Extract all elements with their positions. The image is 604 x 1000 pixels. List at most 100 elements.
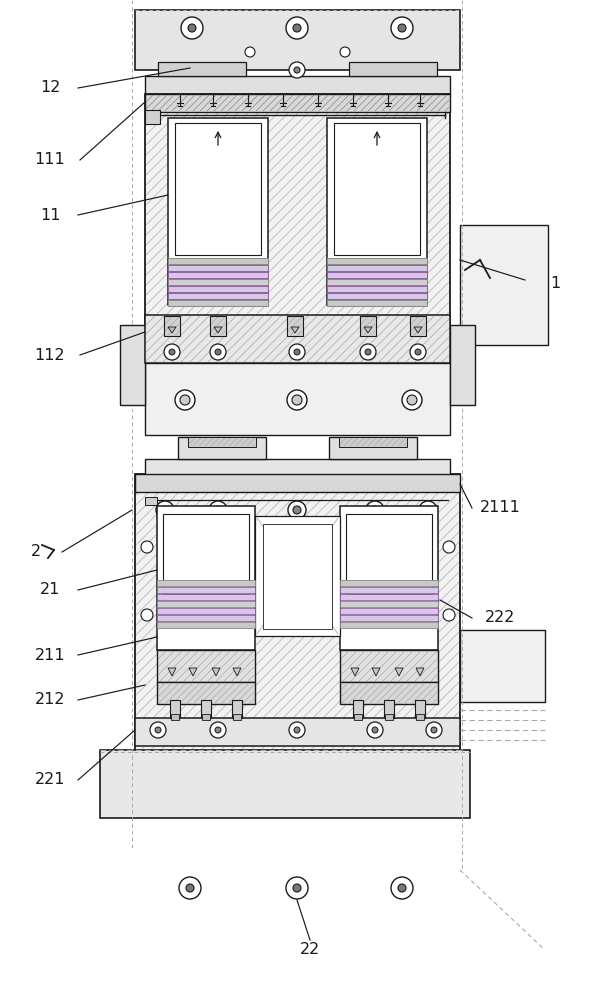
Bar — [460, 630, 545, 702]
Circle shape — [340, 47, 350, 57]
Circle shape — [161, 506, 169, 514]
Bar — [145, 94, 450, 112]
Bar — [327, 118, 427, 305]
Circle shape — [289, 722, 305, 738]
Bar — [340, 608, 438, 614]
Text: 2111: 2111 — [480, 500, 521, 516]
Circle shape — [245, 47, 255, 57]
Bar — [233, 714, 241, 720]
Bar — [339, 437, 407, 447]
Bar — [178, 437, 266, 459]
Polygon shape — [233, 668, 241, 676]
Text: 222: 222 — [485, 610, 515, 626]
Text: 221: 221 — [35, 772, 65, 788]
Bar — [210, 316, 226, 336]
Bar — [327, 272, 427, 278]
Bar — [135, 474, 460, 492]
Circle shape — [289, 344, 305, 360]
Circle shape — [288, 501, 306, 519]
Bar — [340, 594, 438, 600]
Bar — [158, 683, 254, 703]
Circle shape — [443, 541, 455, 553]
Polygon shape — [291, 327, 299, 333]
Bar — [163, 514, 249, 594]
Circle shape — [210, 344, 226, 360]
Bar — [168, 265, 268, 271]
Circle shape — [431, 727, 437, 733]
Bar — [340, 622, 438, 628]
Polygon shape — [214, 327, 222, 333]
Circle shape — [181, 17, 203, 39]
Bar — [327, 265, 427, 271]
Polygon shape — [351, 668, 359, 676]
Circle shape — [180, 395, 190, 405]
Circle shape — [169, 349, 175, 355]
Bar — [340, 506, 438, 650]
Bar — [329, 437, 417, 459]
Circle shape — [391, 17, 413, 39]
Bar — [263, 524, 332, 629]
Circle shape — [391, 877, 413, 899]
Bar — [416, 714, 424, 720]
Circle shape — [365, 349, 371, 355]
Bar — [146, 95, 449, 111]
Circle shape — [372, 727, 378, 733]
Bar — [157, 608, 255, 614]
Bar — [327, 293, 427, 299]
Polygon shape — [212, 668, 220, 676]
Circle shape — [292, 395, 302, 405]
Circle shape — [186, 884, 194, 892]
Polygon shape — [416, 668, 424, 676]
Bar — [171, 714, 179, 720]
Circle shape — [188, 24, 196, 32]
Bar — [175, 123, 261, 255]
Bar — [168, 118, 268, 305]
Bar — [170, 700, 180, 718]
Bar — [353, 700, 363, 718]
Bar — [360, 316, 376, 336]
Bar — [349, 62, 437, 76]
Bar — [157, 615, 255, 621]
Bar — [340, 682, 438, 704]
Bar — [450, 325, 475, 405]
Bar — [255, 516, 340, 636]
Polygon shape — [414, 327, 422, 333]
Bar — [340, 601, 438, 607]
Circle shape — [156, 501, 174, 519]
Circle shape — [179, 877, 201, 899]
Text: 112: 112 — [34, 348, 65, 362]
Bar — [135, 10, 460, 70]
Bar — [411, 317, 425, 335]
Polygon shape — [168, 668, 176, 676]
Bar — [327, 286, 427, 292]
Text: 111: 111 — [34, 152, 65, 167]
Bar — [168, 258, 268, 264]
Bar — [384, 700, 394, 718]
Bar — [157, 587, 255, 593]
Bar — [168, 272, 268, 278]
Circle shape — [293, 24, 301, 32]
Polygon shape — [168, 327, 176, 333]
Bar — [168, 293, 268, 299]
Circle shape — [215, 727, 221, 733]
Bar — [157, 682, 255, 704]
Bar — [189, 438, 255, 446]
Circle shape — [398, 884, 406, 892]
Bar — [341, 651, 437, 681]
Bar — [158, 62, 246, 76]
Bar — [157, 594, 255, 600]
Bar — [460, 225, 548, 345]
Bar — [340, 580, 438, 586]
Circle shape — [293, 506, 301, 514]
Bar — [385, 714, 393, 720]
Text: 212: 212 — [35, 692, 65, 708]
Circle shape — [289, 62, 305, 78]
Bar — [346, 514, 432, 594]
Bar — [410, 316, 426, 336]
Circle shape — [164, 344, 180, 360]
Bar — [327, 258, 427, 264]
Circle shape — [293, 884, 301, 892]
Circle shape — [419, 501, 437, 519]
Bar — [100, 750, 470, 818]
Circle shape — [360, 344, 376, 360]
